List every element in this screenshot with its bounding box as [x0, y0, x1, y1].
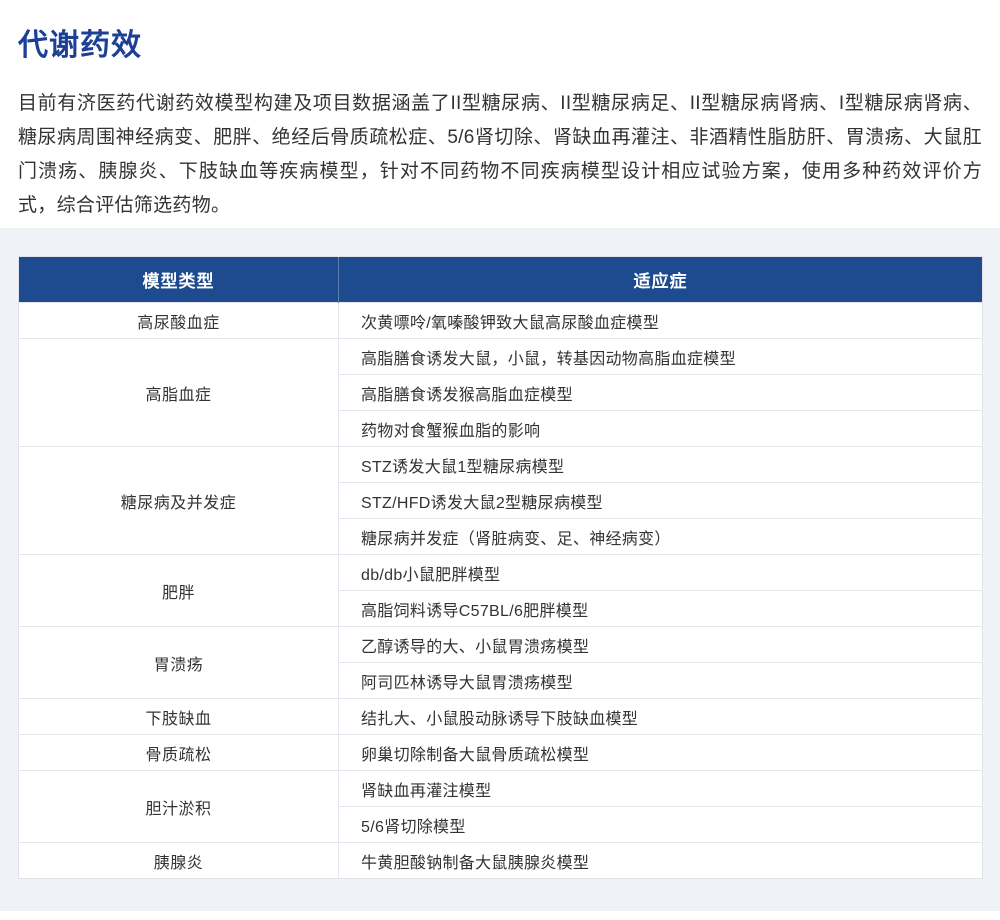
model-type-cell: 高脂血症: [18, 338, 339, 447]
model-type-cell: 骨质疏松: [18, 734, 339, 771]
model-type-cell: 下肢缺血: [18, 698, 339, 735]
table-row: 糖尿病并发症（肾脏病变、足、神经病变）: [19, 518, 983, 555]
indication-cell: 阿司匹林诱导大鼠胃溃疡模型: [338, 662, 983, 699]
indication-cell: db/db小鼠肥胖模型: [338, 554, 983, 591]
indication-cell: 结扎大、小鼠股动脉诱导下肢缺血模型: [338, 698, 983, 735]
model-type-cell: 肥胖: [18, 554, 339, 627]
model-type-cell: 胰腺炎: [18, 842, 339, 879]
indication-cell: STZ诱发大鼠1型糖尿病模型: [338, 446, 983, 483]
table-row: 高尿酸血症 次黄嘌呤/氧嗪酸钾致大鼠高尿酸血症模型: [18, 302, 983, 339]
column-header-indication: 适应症: [338, 256, 983, 303]
indication-cell: 糖尿病并发症（肾脏病变、足、神经病变）: [338, 518, 983, 555]
indication-cell: 乙醇诱导的大、小鼠胃溃疡模型: [338, 626, 983, 663]
table-row: STZ/HFD诱发大鼠2型糖尿病模型: [19, 482, 983, 519]
indication-cell: 高脂膳食诱发大鼠，小鼠，转基因动物高脂血症模型: [338, 338, 983, 375]
table-row: 胆汁淤积 肾缺血再灌注模型: [18, 770, 983, 843]
indication-cell: 牛黄胆酸钠制备大鼠胰腺炎模型: [338, 842, 983, 879]
models-table-section: 模型类型 适应症 高尿酸血症 次黄嘌呤/氧嗪酸钾致大鼠高尿酸血症模型 高脂血症 …: [0, 228, 1000, 911]
indication-cell: 药物对食蟹猴血脂的影响: [338, 410, 983, 447]
table-row: 下肢缺血 结扎大、小鼠股动脉诱导下肢缺血模型: [18, 698, 983, 735]
page-title: 代谢药效: [18, 29, 142, 62]
column-header-model-type: 模型类型: [18, 256, 339, 303]
table-row: 骨质疏松 卵巢切除制备大鼠骨质疏松模型: [18, 734, 983, 771]
intro-block: 代谢药效 目前有济医药代谢药效模型构建及项目数据涵盖了II型糖尿病、II型糖尿病…: [0, 0, 1000, 223]
model-type-cell: 胆汁淤积: [18, 770, 339, 843]
table-header-row: 模型类型 适应症: [18, 256, 983, 303]
table-row: 5/6肾切除模型: [19, 806, 983, 843]
indication-cell: 5/6肾切除模型: [338, 806, 983, 843]
indication-cell: 高脂饲料诱导C57BL/6肥胖模型: [338, 590, 983, 627]
indication-cell: 次黄嘌呤/氧嗪酸钾致大鼠高尿酸血症模型: [338, 302, 983, 339]
indication-cell: STZ/HFD诱发大鼠2型糖尿病模型: [338, 482, 983, 519]
table-row: 高脂饲料诱导C57BL/6肥胖模型: [19, 590, 983, 627]
table-row: 高脂膳食诱发猴高脂血症模型: [19, 374, 983, 411]
model-type-cell: 糖尿病及并发症: [18, 446, 339, 555]
table-row: 胃溃疡 乙醇诱导的大、小鼠胃溃疡模型: [18, 626, 983, 699]
indication-cell: 卵巢切除制备大鼠骨质疏松模型: [338, 734, 983, 771]
table-row: 胰腺炎 牛黄胆酸钠制备大鼠胰腺炎模型: [18, 842, 983, 879]
indication-cell: 肾缺血再灌注模型: [338, 770, 983, 807]
table-row: 阿司匹林诱导大鼠胃溃疡模型: [19, 662, 983, 699]
table-row: 糖尿病及并发症 STZ诱发大鼠1型糖尿病模型: [18, 446, 983, 555]
intro-paragraph: 目前有济医药代谢药效模型构建及项目数据涵盖了II型糖尿病、II型糖尿病足、II型…: [18, 93, 982, 216]
models-table: 模型类型 适应症 高尿酸血症 次黄嘌呤/氧嗪酸钾致大鼠高尿酸血症模型 高脂血症 …: [18, 256, 983, 879]
indication-cell: 高脂膳食诱发猴高脂血症模型: [338, 374, 983, 411]
table-row: 药物对食蟹猴血脂的影响: [19, 410, 983, 447]
table-row: 肥胖 db/db小鼠肥胖模型: [18, 554, 983, 627]
table-row: 高脂血症 高脂膳食诱发大鼠，小鼠，转基因动物高脂血症模型: [18, 338, 983, 447]
model-type-cell: 胃溃疡: [18, 626, 339, 699]
model-type-cell: 高尿酸血症: [18, 302, 339, 339]
